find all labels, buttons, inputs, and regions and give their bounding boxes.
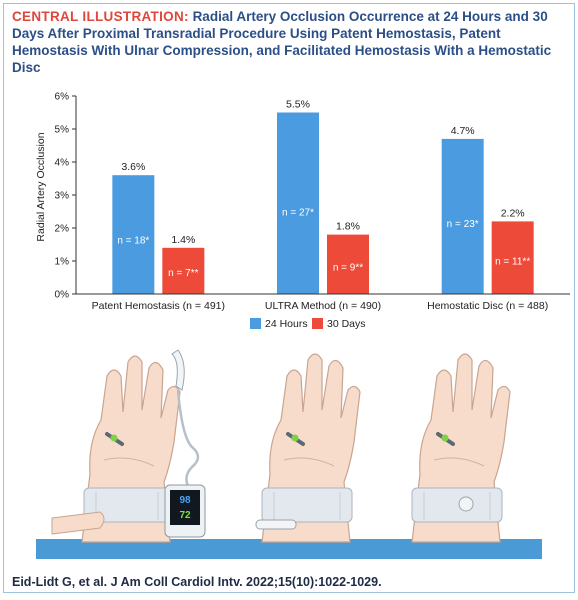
y-tick-label: 2% bbox=[55, 224, 70, 235]
palm-crease bbox=[433, 457, 485, 467]
sheath-hub bbox=[441, 434, 449, 442]
bar-value-label: 4.7% bbox=[451, 125, 475, 137]
bar-n-label: n = 18* bbox=[117, 236, 149, 247]
y-tick-label: 3% bbox=[55, 191, 70, 202]
y-axis-label: Radial Artery Occlusion bbox=[35, 132, 47, 241]
palm-crease bbox=[103, 457, 155, 467]
bar-n-label: n = 27* bbox=[282, 207, 314, 218]
hemostatic-disc bbox=[458, 496, 474, 512]
x-axis: Patent Hemostasis (n = 491) ULTRA Method … bbox=[76, 293, 570, 312]
bar bbox=[441, 138, 484, 294]
bar bbox=[277, 112, 319, 294]
x-tick-label: Patent Hemostasis (n = 491) bbox=[92, 300, 225, 312]
sheath-hub bbox=[110, 434, 118, 442]
bar bbox=[327, 234, 369, 294]
bar-value-label: 1.4% bbox=[171, 234, 195, 246]
bar-value-label: 2.2% bbox=[501, 207, 525, 219]
bars: 3.6% n = 18* 1.4% n = 7** 5.5% n = 27* 1.8% n =… bbox=[112, 99, 534, 294]
hand-patent-hemostasis: 98 72 bbox=[51, 349, 206, 543]
legend-swatch bbox=[250, 318, 261, 329]
legend-label: 24 Hours bbox=[265, 318, 308, 330]
bar bbox=[491, 221, 534, 294]
bar-value-label: 1.8% bbox=[336, 221, 360, 233]
helper-hand bbox=[51, 511, 105, 535]
oximeter-pulse-value: 72 bbox=[179, 510, 191, 521]
y-tick-label: 6% bbox=[55, 92, 70, 103]
bar-n-label: n = 9** bbox=[333, 262, 363, 273]
x-tick-label: ULTRA Method (n = 490) bbox=[265, 300, 381, 312]
legend-swatch bbox=[312, 318, 323, 329]
legend: 24 Hours 30 Days bbox=[250, 318, 366, 330]
table-surface bbox=[36, 539, 542, 559]
sheath-hub bbox=[291, 434, 299, 442]
figure-title: Radial Artery Occlusion Occurrence at 24… bbox=[12, 9, 552, 75]
palm-crease bbox=[283, 457, 335, 467]
finger-clip bbox=[171, 349, 185, 391]
bar-n-label: n = 23* bbox=[447, 219, 479, 230]
bar-chart: 0% 1% 2% 3% 4% 5% 6% Radial Artery Occlusion 3… bbox=[35, 92, 570, 330]
y-tick-label: 0% bbox=[55, 290, 70, 301]
citation: Eid-Lidt G, et al. J Am Coll Cardiol Int… bbox=[12, 575, 382, 589]
bar bbox=[112, 175, 155, 294]
bar-n-label: n = 7** bbox=[168, 268, 198, 279]
y-axis: 0% 1% 2% 3% 4% 5% 6% bbox=[55, 92, 77, 301]
bar-value-label: 3.6% bbox=[121, 161, 145, 173]
bar-value-label: 5.5% bbox=[286, 99, 310, 111]
hand-ultra-method bbox=[255, 353, 361, 543]
ulnar-compression-strap bbox=[255, 519, 297, 530]
hemostasis-illustration: 98 72 bbox=[36, 349, 542, 559]
compression-band bbox=[261, 487, 353, 523]
compression-band bbox=[411, 487, 503, 523]
oximeter-cable bbox=[176, 389, 200, 491]
figure-frame: CENTRAL ILLUSTRATION: Radial Artery Occl… bbox=[3, 3, 575, 593]
pulse-oximeter: 98 72 bbox=[164, 484, 206, 538]
figure-header: CENTRAL ILLUSTRATION: Radial Artery Occl… bbox=[12, 8, 568, 76]
x-tick-label: Hemostatic Disc (n = 488) bbox=[427, 300, 548, 312]
bar bbox=[162, 247, 205, 294]
y-tick-label: 5% bbox=[55, 125, 70, 136]
bar-n-label: n = 11** bbox=[495, 256, 530, 267]
hand-hemostatic-disc bbox=[411, 353, 511, 543]
y-tick-label: 1% bbox=[55, 257, 70, 268]
oximeter-spo2-value: 98 bbox=[179, 495, 191, 506]
y-tick-label: 4% bbox=[55, 158, 70, 169]
legend-label: 30 Days bbox=[327, 318, 366, 330]
central-illustration-tag: CENTRAL ILLUSTRATION: bbox=[12, 9, 189, 24]
